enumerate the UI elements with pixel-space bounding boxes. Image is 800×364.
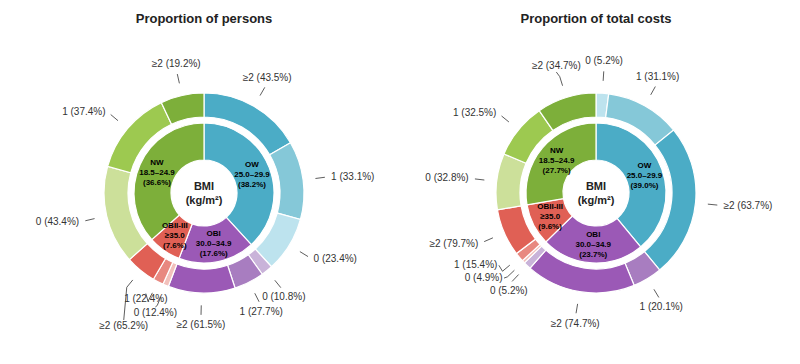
svg-text:0 (4.9%): 0 (4.9%) xyxy=(465,272,503,283)
svg-text:≥2 (79.7%): ≥2 (79.7%) xyxy=(429,238,478,249)
svg-text:≥2 (63.7%): ≥2 (63.7%) xyxy=(724,200,773,211)
svg-text:1 (22.4%): 1 (22.4%) xyxy=(124,293,167,304)
svg-text:OBII-III≥35.0(7.6%): OBII-III≥35.0(7.6%) xyxy=(162,221,188,250)
svg-text:OBII-III≥35.0(9.6%): OBII-III≥35.0(9.6%) xyxy=(537,202,563,231)
svg-text:≥2 (74.7%): ≥2 (74.7%) xyxy=(551,318,600,329)
svg-text:OW25.0–29.9(38.2%): OW25.0–29.9(38.2%) xyxy=(234,160,270,189)
svg-text:0 (5.2%): 0 (5.2%) xyxy=(585,55,623,66)
html-text:Proportion of persons: Proportion of persons xyxy=(135,11,273,26)
svg-text:≥2 (65.2%): ≥2 (65.2%) xyxy=(99,320,148,331)
svg-text:0 (43.4%): 0 (43.4%) xyxy=(36,216,79,227)
html-text:BMI (kg/m²): BMI (kg/m²) xyxy=(185,179,223,206)
svg-text:1 (27.7%): 1 (27.7%) xyxy=(240,306,283,317)
svg-text:NW18.5–24.9(36.6%): NW18.5–24.9(36.6%) xyxy=(139,158,175,187)
svg-text:0 (12.4%): 0 (12.4%) xyxy=(134,307,177,318)
svg-text:≥2 (43.5%): ≥2 (43.5%) xyxy=(243,72,292,83)
svg-text:1 (15.4%): 1 (15.4%) xyxy=(454,259,497,270)
svg-text:OBI30.0–34.9(17.6%): OBI30.0–34.9(17.6%) xyxy=(196,229,232,258)
svg-text:1 (31.1%): 1 (31.1%) xyxy=(636,71,679,82)
html-text:BMI (kg/m²): BMI (kg/m²) xyxy=(577,179,615,206)
svg-text:0 (32.8%): 0 (32.8%) xyxy=(425,172,468,183)
svg-text:≥2 (19.2%): ≥2 (19.2%) xyxy=(152,58,201,69)
svg-text:1 (20.1%): 1 (20.1%) xyxy=(640,301,683,312)
svg-text:≥2 (34.7%): ≥2 (34.7%) xyxy=(532,60,581,71)
svg-text:≥2 (61.5%): ≥2 (61.5%) xyxy=(176,319,225,330)
svg-text:1 (32.5%): 1 (32.5%) xyxy=(453,107,496,118)
svg-text:OW25.0–29.9(39.0%): OW25.0–29.9(39.0%) xyxy=(627,161,663,190)
svg-text:1 (33.1%): 1 (33.1%) xyxy=(331,171,374,182)
svg-text:0 (10.8%): 0 (10.8%) xyxy=(262,291,305,302)
svg-text:0 (5.2%): 0 (5.2%) xyxy=(490,285,528,296)
svg-text:OBI30.0–34.9(23.7%): OBI30.0–34.9(23.7%) xyxy=(575,230,611,259)
svg-text:0 (23.4%): 0 (23.4%) xyxy=(314,253,357,264)
svg-text:NW18.5–24.9(27.7%): NW18.5–24.9(27.7%) xyxy=(539,146,575,175)
svg-text:1 (37.4%): 1 (37.4%) xyxy=(62,106,105,117)
html-text:Proportion of total costs: Proportion of total costs xyxy=(520,11,672,26)
